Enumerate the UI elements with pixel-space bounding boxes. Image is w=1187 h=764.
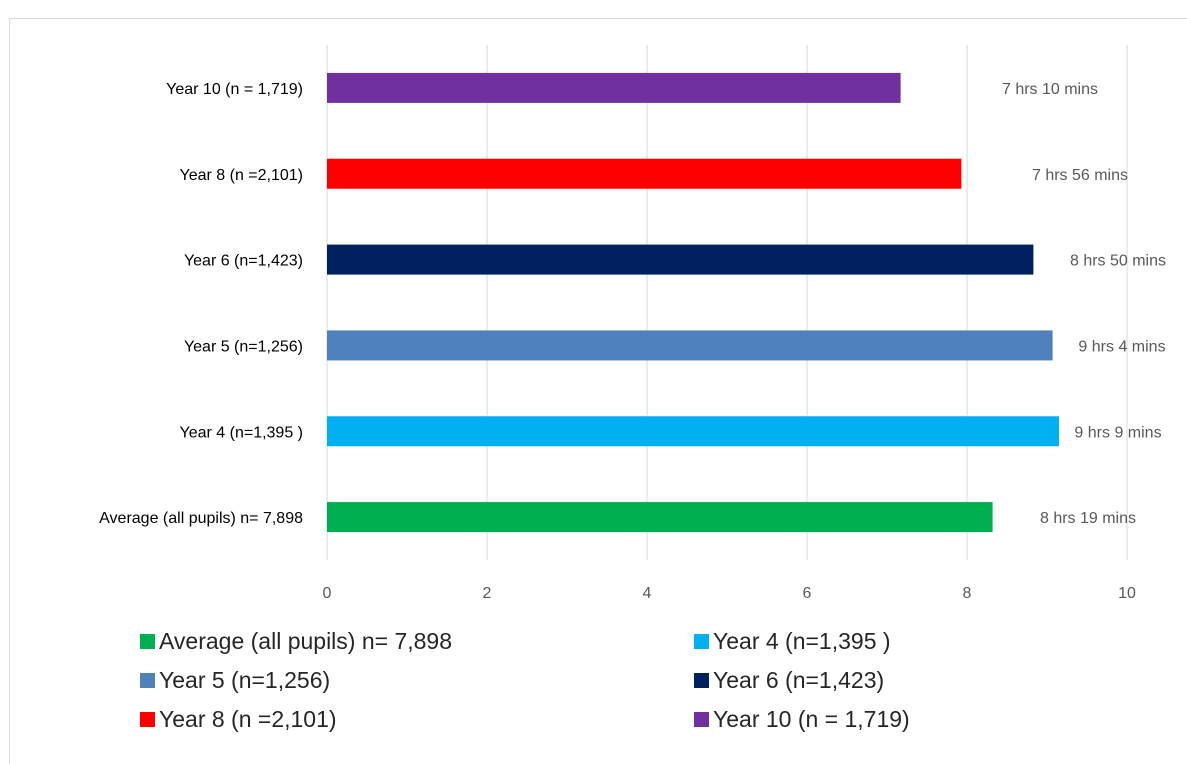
- category-label: Year 5 (n=1,256): [184, 338, 303, 355]
- legend-label: Average (all pupils) n= 7,898: [159, 627, 453, 654]
- legend-item-year-4: Year 4 (n=1,395 ): [694, 626, 1094, 656]
- bar: [327, 330, 1053, 361]
- legend-item-year-5: Year 5 (n=1,256): [140, 665, 694, 695]
- x-tick-label: 6: [803, 585, 812, 602]
- bar-chart: Average (all pupils) n= 7,898 Year 4 (n=1…: [99, 45, 1166, 602]
- x-tick-label: 8: [963, 585, 972, 602]
- legend-label: Year 5 (n=1,256): [159, 666, 331, 693]
- legend-swatch: [694, 633, 709, 649]
- legend-swatch: [140, 711, 155, 727]
- x-tick-label: 10: [1118, 585, 1136, 602]
- bar: [327, 502, 993, 533]
- category-label: Year 6 (n=1,423): [184, 253, 303, 270]
- bar: [327, 244, 1034, 275]
- bar: [327, 416, 1059, 447]
- legend-item-year-10: Year 10 (n = 1,719): [694, 704, 1094, 734]
- data-label: 8 hrs 19 mins: [1040, 510, 1136, 527]
- gridlines: [326, 45, 1128, 560]
- data-label: 9 hrs 4 mins: [1078, 338, 1165, 355]
- x-tick-labels: 0 2 4 6 8 10: [323, 585, 1136, 602]
- bars: [327, 72, 1059, 533]
- legend-label: Year 10 (n = 1,719): [713, 705, 910, 732]
- legend-swatch: [140, 633, 155, 649]
- chart-frame: [9, 18, 1187, 764]
- category-label: Average (all pupils) n= 7,898: [99, 510, 303, 527]
- legend-label: Year 4 (n=1,395 ): [713, 627, 891, 654]
- legend: Average (all pupils) n= 7,898 Year 4 (n=…: [140, 626, 1140, 734]
- x-tick-label: 2: [483, 585, 492, 602]
- legend-label: Year 6 (n=1,423): [713, 666, 885, 693]
- bar: [327, 158, 962, 189]
- category-labels: Average (all pupils) n= 7,898 Year 4 (n=1…: [99, 81, 303, 527]
- data-label: 9 hrs 9 mins: [1074, 424, 1161, 441]
- legend-item-average: Average (all pupils) n= 7,898: [140, 626, 694, 656]
- category-label: Year 10 (n = 1,719): [166, 81, 303, 98]
- data-labels: 8 hrs 19 mins 9 hrs 9 mins 9 hrs 4 mins 8 h…: [1002, 81, 1166, 527]
- data-label: 7 hrs 56 mins: [1032, 167, 1128, 184]
- legend-swatch: [140, 672, 155, 688]
- legend-swatch: [694, 672, 709, 688]
- x-tick-label: 0: [323, 585, 332, 602]
- data-label: 7 hrs 10 mins: [1002, 81, 1098, 98]
- x-tick-label: 4: [643, 585, 652, 602]
- category-label: Year 4 (n=1,395 ): [180, 424, 304, 441]
- legend-swatch: [694, 711, 709, 727]
- category-label: Year 8 (n =2,101): [180, 167, 304, 184]
- legend-item-year-6: Year 6 (n=1,423): [694, 665, 1094, 695]
- data-label: 8 hrs 50 mins: [1070, 253, 1166, 270]
- legend-item-year-8: Year 8 (n =2,101): [140, 704, 694, 734]
- legend-label: Year 8 (n =2,101): [159, 705, 337, 732]
- bar: [327, 72, 901, 103]
